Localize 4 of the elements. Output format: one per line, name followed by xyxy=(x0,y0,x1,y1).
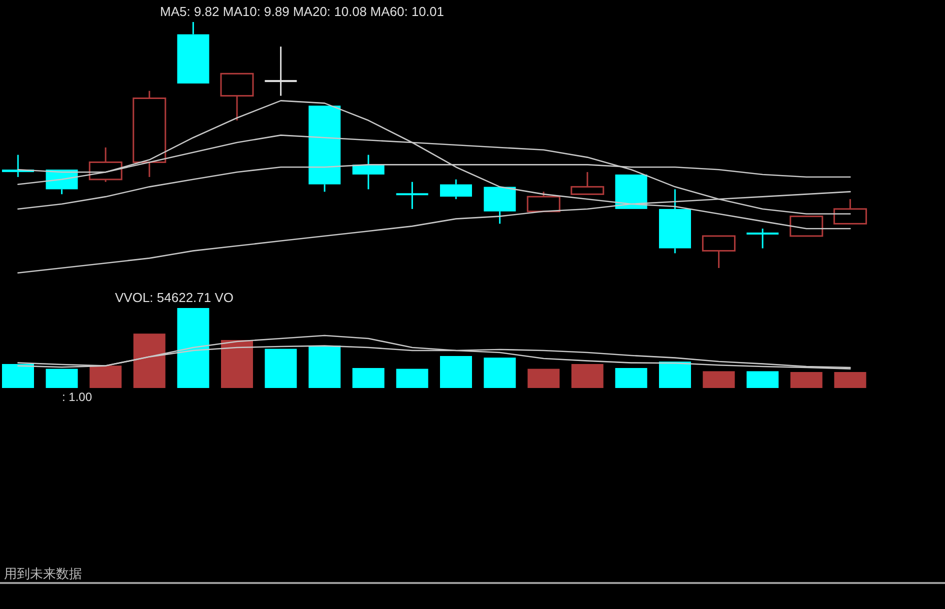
text: : 1.00 xyxy=(62,390,92,404)
text: 用到未来数据 xyxy=(4,566,82,581)
chart-title: MA5: 9.82 MA10: 9.89 MA20: 10.08 MA60: 10.01 xyxy=(160,4,444,19)
chart-title: VVOL: 54622.71 VO xyxy=(115,290,234,305)
